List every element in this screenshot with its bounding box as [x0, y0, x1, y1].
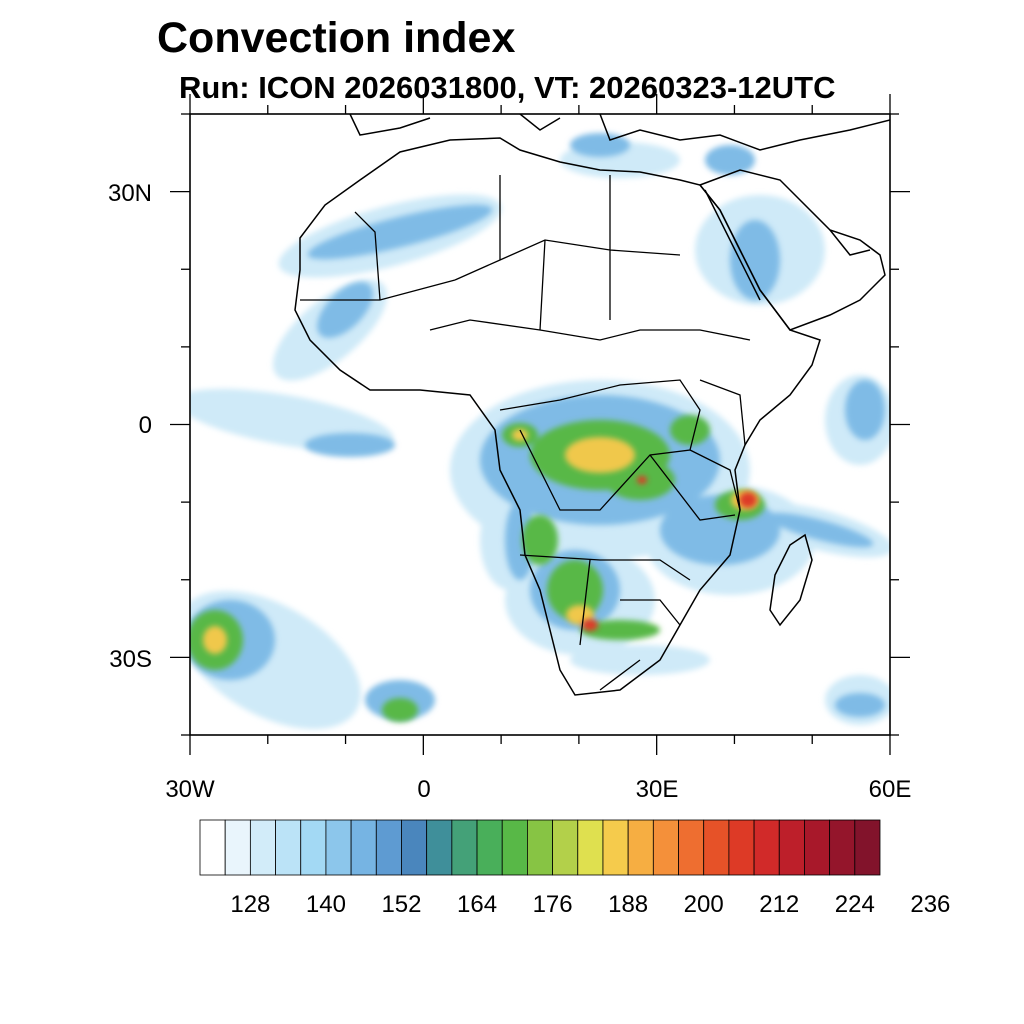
border-east	[649, 379, 746, 521]
colorbar	[199, 819, 881, 876]
lon-axis-labels: 30W 0 30E 60E	[165, 776, 911, 803]
field-mid-values	[190, 133, 885, 720]
lat-label-30n: 30N	[108, 180, 152, 207]
colorbar-tick-label: 176	[533, 891, 573, 918]
colorbar-swatch	[627, 819, 654, 876]
lon-label-30e: 30E	[636, 776, 679, 803]
lat-label-30s: 30S	[109, 646, 152, 673]
colorbar-tick-label: 236	[910, 891, 950, 918]
colorbar-swatch	[426, 819, 453, 876]
arabia-coastline	[698, 169, 886, 331]
red-sea-coastline	[704, 189, 761, 301]
colorbar-tick-label: 224	[835, 891, 875, 918]
colorbar-swatch	[375, 819, 402, 876]
coastlines	[294, 114, 890, 696]
colorbar-swatch	[829, 819, 856, 876]
colorbar-tick-label: 188	[608, 891, 648, 918]
colorbar-tick-label: 164	[457, 891, 497, 918]
africa-coastline	[294, 137, 821, 696]
colorbar-swatch	[602, 819, 629, 876]
gulf-coastline	[829, 229, 871, 256]
colorbar-tick-label: 140	[306, 891, 346, 918]
chart-subtitle: Run: ICON 2026031800, VT: 20260323-12UTC	[179, 70, 836, 105]
colorbar-swatch	[199, 819, 226, 876]
border-north-africa	[354, 175, 681, 331]
lon-label-60e: 60E	[869, 776, 912, 803]
colorbar-swatch	[275, 819, 302, 876]
lat-axis-labels: 30N 0 30S	[108, 180, 152, 673]
colorbar-swatch	[778, 819, 805, 876]
lon-label-30w: 30W	[165, 776, 215, 803]
border-south	[519, 554, 691, 691]
colorbar-swatch	[804, 819, 831, 876]
colorbar-swatch	[476, 819, 503, 876]
colorbar-swatch	[325, 819, 352, 876]
colorbar-swatch	[652, 819, 679, 876]
colorbar-labels: 128 140 152 164 176 188 200 212 224 236	[230, 891, 950, 918]
border-sahel	[300, 279, 751, 341]
colorbar-swatch	[577, 819, 604, 876]
lat-label-0: 0	[139, 412, 152, 439]
lon-label-0: 0	[417, 776, 430, 803]
colorbar-swatch	[552, 819, 579, 876]
colorbar-swatch	[350, 819, 377, 876]
colorbar-swatch	[527, 819, 553, 876]
chart-title: Convection index	[157, 14, 516, 62]
colorbar-swatch	[501, 819, 528, 876]
colorbar-swatch	[451, 819, 478, 876]
colorbar-swatch	[249, 819, 276, 876]
field-peak-values	[582, 476, 757, 631]
colorbar-swatch	[678, 819, 705, 876]
colorbar-tick-label: 152	[381, 891, 421, 918]
colorbar-tick-label: 200	[684, 891, 724, 918]
colorbar-swatch	[703, 819, 730, 876]
colorbar-tick-label: 128	[230, 891, 270, 918]
convection-field	[190, 133, 890, 730]
colorbar-swatch	[854, 819, 881, 876]
colorbar-swatch	[300, 819, 327, 876]
country-borders	[300, 175, 751, 691]
colorbar-swatch	[753, 819, 780, 876]
colorbar-tick-label: 212	[759, 891, 799, 918]
colorbar-swatch	[728, 819, 755, 876]
colorbar-swatch	[401, 819, 428, 876]
axis-ticks	[170, 94, 910, 755]
colorbar-swatch	[224, 819, 251, 876]
europe-coastline	[349, 114, 890, 151]
madagascar-coastline	[769, 533, 813, 627]
